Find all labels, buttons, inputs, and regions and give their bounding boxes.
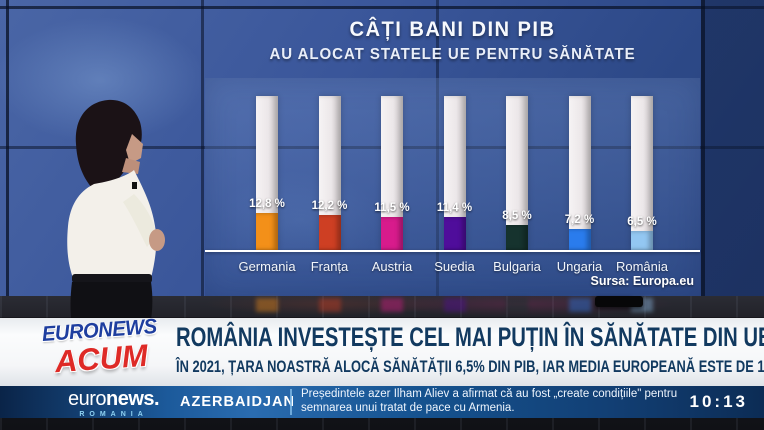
bar-track: 8,5 % [502, 96, 532, 250]
bars-row: 12,8 % Germania 12,2 % Franța 11,5 % Aus… [205, 78, 700, 296]
bar-category-label: Austria [371, 259, 413, 274]
bar-category-label: Germania [238, 259, 296, 274]
bar-ungaria: 7,2 % Ungaria [552, 78, 608, 296]
bar-category-label: Franța [310, 259, 349, 274]
headline: ROMÂNIA INVESTEȘTE CEL MAI PUȚIN ÎN SĂNĂ… [176, 322, 764, 352]
bar-value-label: 11,5 % [374, 202, 410, 214]
bar-franta: 12,2 % Franța [302, 78, 358, 296]
presenter-face [126, 134, 143, 164]
bar-category-label: Ungaria [556, 259, 603, 274]
bar-romania: 6,5 % România [614, 78, 670, 296]
bar-value-label: 12,8 % [249, 198, 285, 210]
bar-fill [318, 215, 341, 250]
chart-source: Sursa: Europa.eu [590, 274, 695, 288]
chart-title: CÂȚI BANI DIN PIB [349, 18, 556, 41]
euronews-wordmark: euronews. [68, 388, 160, 410]
bar-fill [506, 225, 528, 250]
bar-value-label: 6,5 % [627, 216, 657, 228]
clock: 10:13 [689, 392, 748, 411]
bar-track: 7,2 % [565, 96, 594, 250]
bar-bulgaria: 8,5 % Bulgaria [489, 78, 545, 296]
presenter-arm [123, 194, 157, 247]
chart-subtitle: AU ALOCAT STATELE UE PENTRU SĂNĂTATE [269, 46, 636, 63]
presenter-belt [72, 274, 152, 283]
ticker-topic: AZERBAIDJAN [180, 394, 295, 410]
chart-baseline [205, 250, 700, 252]
subheadline: ÎN 2021, ȚARA NOASTRĂ ALOCĂ SĂNĂTĂȚII 6,… [176, 358, 764, 376]
studio-camera [595, 296, 643, 307]
presenter-hand [149, 229, 165, 251]
presenter-microphone [132, 182, 137, 189]
lower-third-banner: EURONEWS ACUM ROMÂNIA INVESTEȘTE CEL MAI… [0, 315, 764, 386]
presenter-hair [75, 99, 142, 198]
ticker-divider [290, 389, 292, 415]
presenter-pants [70, 282, 153, 326]
bar-fill [381, 217, 403, 250]
bar-category-label: Suedia [434, 259, 475, 274]
bar-track: 6,5 % [627, 96, 657, 250]
bar-chart-panel: 12,8 % Germania 12,2 % Franța 11,5 % Aus… [205, 78, 700, 296]
bar-austria: 11,5 % Austria [364, 78, 420, 296]
news-presenter [67, 99, 165, 326]
bar-track: 12,2 % [312, 96, 347, 250]
bar-reflection [506, 298, 528, 312]
bar-track: 11,4 % [437, 96, 472, 250]
bar-fill [631, 231, 653, 250]
wordmark-region: ROMANIA [79, 411, 148, 418]
bar-germania: 12,8 % Germania [238, 78, 296, 296]
ticker-bar: euronews. ROMANIA AZERBAIDJAN Președinte… [0, 386, 764, 418]
euronews-acum-logo: EURONEWS ACUM [26, 315, 174, 379]
bar-reflection [256, 298, 278, 312]
bar-track: 11,5 % [374, 96, 410, 250]
ticker-text: Președintele azer Ilham Aliev a afirmat … [301, 388, 678, 414]
wordmark-light: euro [68, 388, 107, 410]
bar-suedia: 11,4 % Suedia [427, 78, 483, 296]
bar-value-label: 12,2 % [311, 200, 348, 212]
bar-category-label: România [615, 259, 669, 274]
bar-category-label: Bulgaria [493, 259, 541, 274]
bar-reflection [318, 298, 341, 312]
bar-fill [443, 217, 466, 250]
presenter-neck [122, 158, 140, 174]
bar-reflection [381, 298, 403, 312]
euronews-romania-logo: euronews. ROMANIA [68, 388, 160, 418]
bar-reflection [568, 298, 591, 312]
wordmark-bold: news. [106, 388, 160, 410]
bar-fill [568, 229, 591, 250]
bar-value-label: 8,5 % [502, 210, 532, 222]
bar-value-label: 7,2 % [564, 214, 595, 226]
bar-value-label: 11,4 % [436, 202, 473, 214]
bar-reflection [443, 298, 466, 312]
bar-track: 12,8 % [249, 96, 285, 250]
bar-fill [256, 213, 278, 250]
